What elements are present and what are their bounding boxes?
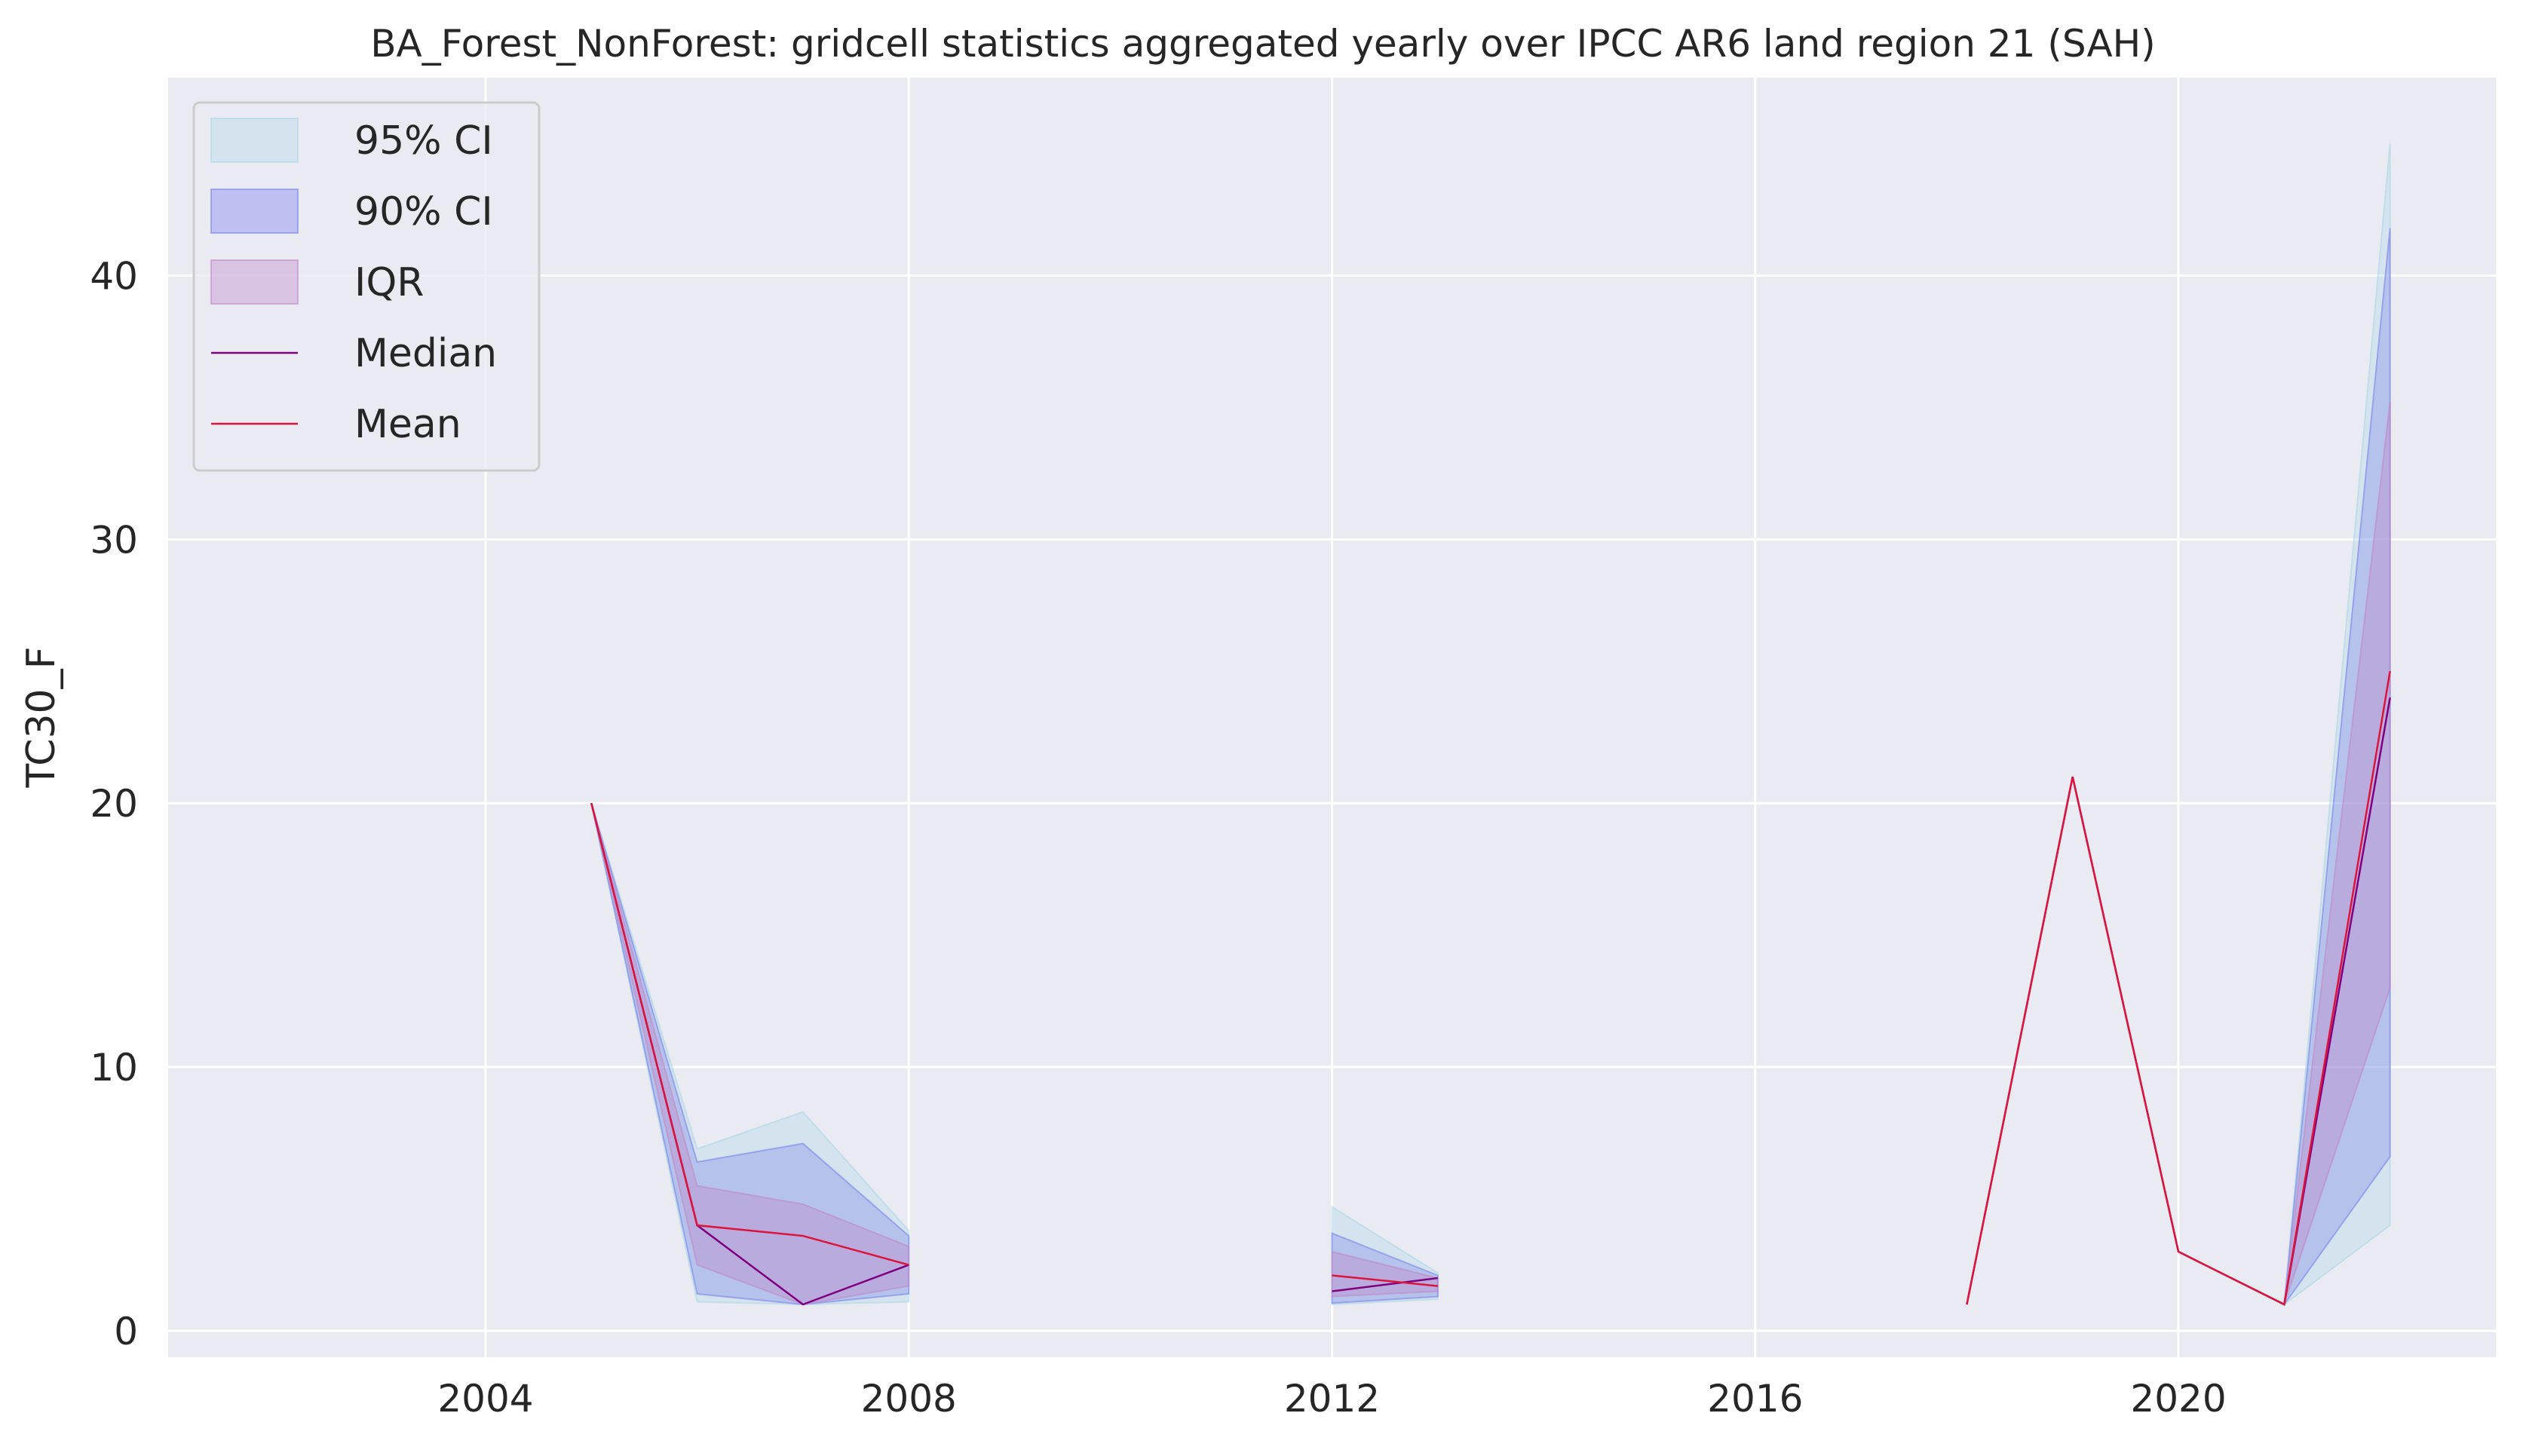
y-tick-label: 0 [114,1310,138,1353]
legend-label-ci95: 95% CI [354,118,493,164]
y-tick-label: 40 [90,254,138,298]
legend-swatch-iqr [210,259,299,305]
y-tick-label: 10 [90,1046,138,1090]
mean-line-2 [1966,671,2391,1306]
legend-swatch-ci95 [210,118,299,163]
legend-swatch-ci90 [210,189,299,234]
legend-label-mean: Mean [354,402,461,447]
x-axis-ticks: 2004 2008 2012 2016 2020 [437,1377,2226,1421]
iqr-band-1 [1331,1250,1439,1298]
median-line-1 [1332,1277,1438,1292]
legend-label-iqr: IQR [354,260,424,305]
y-axis-ticks: 0 10 20 30 40 [90,254,138,1353]
legend: 95% CI 90% CI IQR Median Mean [192,101,541,472]
x-tick-label: 2004 [437,1377,533,1421]
mean-line-0 [590,802,909,1266]
x-tick-label: 2008 [861,1377,957,1421]
y-tick-label: 30 [90,518,138,562]
grid-lines [168,78,2496,1357]
x-tick-label: 2016 [1707,1377,1803,1421]
legend-box [192,101,541,472]
legend-label-median: Median [354,331,497,376]
y-tick-label: 20 [90,782,138,826]
chart-title: BA_Forest_NonForest: gridcell statistics… [370,22,2156,66]
mean-line-1 [1332,1274,1438,1287]
series-layer [590,143,2391,1306]
legend-label-ci90: 90% CI [354,189,493,234]
y-axis-label: TC30_F [19,646,64,788]
x-tick-label: 2012 [1284,1377,1380,1421]
x-tick-label: 2020 [2130,1377,2226,1421]
